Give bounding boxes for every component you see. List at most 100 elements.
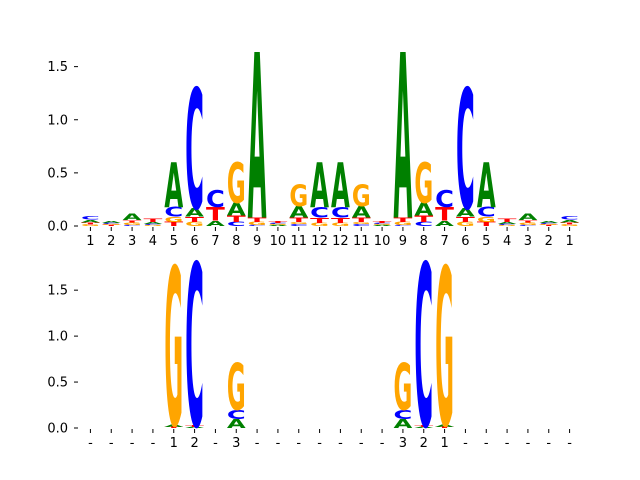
logo-letter-t: T xyxy=(560,222,580,225)
logo-letter-c: C xyxy=(373,223,392,225)
logo-letter-a: A xyxy=(248,8,267,272)
x-tick-label: 9 xyxy=(399,234,407,249)
logo-letter-a: A xyxy=(414,427,434,428)
x-tick-label: 4 xyxy=(503,234,511,249)
x-tick-label: 2 xyxy=(420,436,428,451)
x-tick-label: - xyxy=(255,436,260,451)
logo-letter-g: G xyxy=(560,224,579,227)
logo-letter-g: G xyxy=(227,351,246,426)
logo-letter-t: T xyxy=(164,427,184,428)
logo-letter-t: T xyxy=(498,218,518,223)
x-tick-label: - xyxy=(296,436,301,451)
logo-letter-c: C xyxy=(331,204,350,221)
logo-letter-a: A xyxy=(560,219,580,223)
logo-letter-g: G xyxy=(414,152,433,216)
logo-letter-g: G xyxy=(331,222,350,227)
logo-letter-c: C xyxy=(435,185,454,213)
y-tick-label: 1.5 xyxy=(47,284,68,299)
x-tick-label: 1 xyxy=(440,436,448,451)
logo-letter-g: G xyxy=(352,180,371,213)
logo-letter-a: A xyxy=(331,150,350,221)
logo-letter-c: C xyxy=(560,216,579,221)
x-tick-label: 3 xyxy=(524,234,532,249)
logo-letter-t: T xyxy=(414,425,434,428)
x-tick-label: 10 xyxy=(374,234,391,249)
x-tick-label: - xyxy=(130,436,135,451)
logo-letter-g: G xyxy=(144,225,163,227)
logo-letter-g: G xyxy=(498,225,517,227)
x-tick-label: 12 xyxy=(332,234,349,249)
logo-letter-g: G xyxy=(310,222,329,227)
logo-letter-c: C xyxy=(498,224,517,226)
logo-letter-c: C xyxy=(414,221,433,228)
y-tick-label: 1.0 xyxy=(47,330,68,345)
x-tick-label: 3 xyxy=(128,234,136,249)
logo-letter-g: G xyxy=(289,180,308,213)
x-tick-label: - xyxy=(359,436,364,451)
x-tick-label: 6 xyxy=(190,234,198,249)
x-tick-label: - xyxy=(109,436,114,451)
logo-letter-a: A xyxy=(227,416,246,431)
logo-letter-c: C xyxy=(310,204,329,221)
logo-letter-c: C xyxy=(227,407,246,422)
x-tick-label: - xyxy=(276,436,281,451)
x-tick-label: - xyxy=(380,436,385,451)
x-tick-label: 2 xyxy=(107,234,115,249)
logo-letter-t: T xyxy=(123,220,143,223)
logo-letter-c: C xyxy=(394,225,413,227)
y-tick-label: 1.0 xyxy=(47,113,68,128)
y-tick-label: 0.0 xyxy=(47,220,68,235)
logo-letter-a: A xyxy=(123,213,143,223)
x-tick-label: 9 xyxy=(253,234,261,249)
logo-letter-g: G xyxy=(81,224,100,227)
logo-letter-c: C xyxy=(269,223,288,225)
logo-letter-a: A xyxy=(477,150,496,221)
logo-letter-c: C xyxy=(248,225,267,227)
logo-letter-a: A xyxy=(373,225,393,227)
logo-letter-g: G xyxy=(394,221,413,226)
y-tick-label: 0.0 xyxy=(47,422,68,437)
y-tick-label: 0.5 xyxy=(47,376,68,391)
logo-letter-c: C xyxy=(185,56,204,247)
logo-letter-c: C xyxy=(81,216,100,221)
logo-letter-a: A xyxy=(435,220,454,229)
x-tick-label: - xyxy=(88,436,93,451)
logo-letter-c: C xyxy=(477,204,496,219)
x-tick-label: - xyxy=(463,436,468,451)
x-tick-label: 5 xyxy=(482,234,490,249)
x-tick-label: 7 xyxy=(440,234,448,249)
logo-letter-a: A xyxy=(352,203,371,222)
logo-letter-t: T xyxy=(164,220,183,227)
logo-letter-t: T xyxy=(539,225,559,227)
logo-letter-t: T xyxy=(414,214,433,224)
logo-letter-a: A xyxy=(456,206,475,219)
logo-letter-a: A xyxy=(206,220,225,229)
logo-letter-c: C xyxy=(144,224,163,226)
logo-letter-a: A xyxy=(310,150,329,221)
logo-panel-top: 0.00.51.01.51 2 3 4 5 6 7 8 9 10 11 12 12 11 10 9 8 7 6 5 4 3… xyxy=(47,8,580,272)
logo-letter-a: A xyxy=(102,220,122,223)
logo-letter-c: C xyxy=(206,185,225,213)
logo-letter-g: G xyxy=(248,221,267,226)
x-tick-label: 4 xyxy=(149,234,157,249)
x-tick-label: - xyxy=(151,436,156,451)
x-tick-label: - xyxy=(317,436,322,451)
logo-letter-t: T xyxy=(102,225,122,227)
x-tick-label: - xyxy=(546,436,551,451)
logo-letter-t: T xyxy=(310,216,329,225)
logo-letter-g: G xyxy=(289,221,308,224)
x-tick-label: 2 xyxy=(190,436,198,451)
logo-letter-g: G xyxy=(539,224,558,226)
logo-letter-t: T xyxy=(248,216,267,223)
x-tick-label: 2 xyxy=(545,234,553,249)
y-tick-label: 0.5 xyxy=(47,166,68,181)
logo-letter-a: A xyxy=(227,199,247,220)
x-tick-label: 12 xyxy=(311,234,328,249)
x-tick-label: 1 xyxy=(170,436,178,451)
x-tick-label: 8 xyxy=(232,234,240,249)
logo-letter-a: A xyxy=(164,150,183,221)
logo-letter-c: C xyxy=(185,220,204,479)
x-tick-label: - xyxy=(505,436,510,451)
x-tick-label: 1 xyxy=(565,234,573,249)
logo-letter-c: C xyxy=(289,223,308,226)
